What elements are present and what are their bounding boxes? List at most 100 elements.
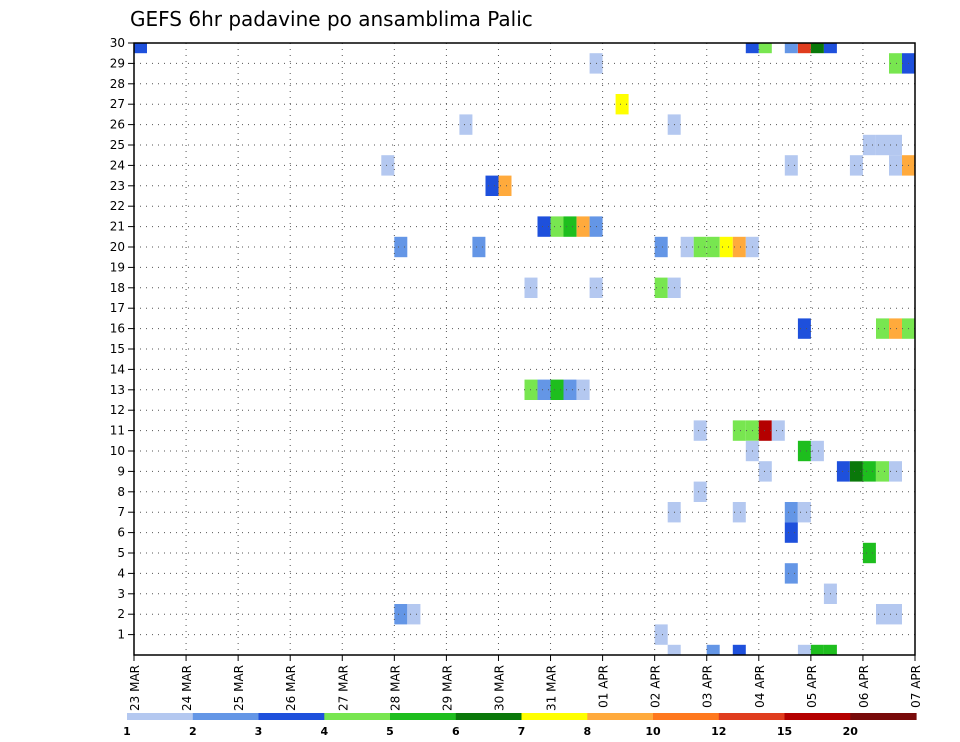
heatmap-cell — [732, 420, 746, 441]
heatmap-cell — [797, 318, 811, 339]
heatmap-cell — [576, 379, 590, 400]
y-tick-label: 23 — [110, 179, 125, 193]
heatmap-cell — [719, 236, 733, 258]
y-tick-label: 14 — [110, 362, 125, 376]
chart-title: GEFS 6hr padavine po ansamblima Palic — [130, 7, 533, 31]
heatmap-cell — [654, 236, 668, 258]
x-tick-label: 27 MAR — [336, 665, 350, 711]
colorbar-swatch — [324, 713, 391, 720]
heatmap-cell — [784, 502, 798, 523]
heatmap-cell — [862, 461, 876, 482]
heatmap-cell — [797, 43, 811, 54]
y-tick-label: 7 — [117, 505, 125, 519]
colorbar-swatch — [127, 713, 194, 720]
colorbar-label: 2 — [189, 725, 197, 738]
y-tick-label: 17 — [110, 301, 125, 315]
y-tick-label: 9 — [117, 464, 125, 478]
y-tick-label: 8 — [117, 485, 125, 499]
y-tick-label: 12 — [110, 403, 125, 417]
y-tick-label: 26 — [110, 118, 125, 132]
heatmap-cells — [134, 43, 915, 655]
heatmap-cell — [784, 155, 798, 176]
heatmap-cell — [537, 216, 551, 237]
heatmap-cell — [134, 43, 147, 54]
colorbar: 1 2 3 4 5 6 7 8 10 12 15 20 — [123, 713, 917, 738]
heatmap-cell — [472, 236, 486, 258]
x-tick-label: 07 APR — [909, 665, 923, 708]
heatmap-cell — [563, 216, 577, 237]
y-tick-label: 5 — [117, 546, 125, 560]
heatmap-cell — [889, 461, 902, 482]
x-tick-label: 01 APR — [597, 665, 611, 708]
heatmap-cell — [732, 236, 746, 258]
heatmap-cell — [693, 236, 707, 258]
x-tick-label: 28 MAR — [388, 665, 402, 711]
y-tick-label: 29 — [110, 56, 125, 70]
colorbar-swatch — [587, 713, 654, 720]
y-tick-label: 30 — [110, 36, 125, 50]
colorbar-label: 12 — [711, 725, 726, 738]
heatmap-cell — [485, 175, 499, 196]
heatmap-cell — [732, 644, 746, 655]
colorbar-label: 4 — [320, 725, 328, 738]
y-tick-label: 28 — [110, 77, 125, 91]
heatmap-cell — [745, 43, 759, 54]
y-tick-label: 21 — [110, 220, 125, 234]
heatmap-cell — [876, 461, 889, 482]
y-tick-label: 10 — [110, 444, 125, 458]
heatmap-cell — [615, 94, 629, 115]
heatmap-cell — [394, 604, 408, 625]
heatmap-cell — [693, 481, 707, 502]
x-tick-label: 26 MAR — [284, 665, 298, 711]
x-tick-label: 23 MAR — [128, 665, 142, 711]
y-tick-label: 27 — [110, 97, 125, 111]
heatmap-cell — [810, 440, 824, 462]
heatmap-cell — [654, 277, 668, 298]
heatmap-cell — [563, 379, 577, 400]
heatmap-cell — [394, 236, 408, 258]
colorbar-swatch — [390, 713, 457, 720]
heatmap-cell — [889, 134, 902, 156]
heatmap-cell — [784, 563, 798, 584]
y-axis: 1234567891011121314151617181920212223242… — [110, 36, 134, 642]
heatmap-cell — [836, 461, 850, 482]
x-tick-label: 25 MAR — [232, 665, 246, 711]
heatmap-cell — [823, 644, 837, 655]
heatmap-cell — [407, 604, 421, 625]
colorbar-swatch — [718, 713, 786, 720]
x-tick-label: 30 MAR — [493, 665, 507, 711]
heatmap-cell — [381, 155, 395, 176]
heatmap-cell — [550, 379, 564, 400]
colorbar-label: 8 — [583, 725, 591, 738]
heatmap-cell — [797, 644, 811, 655]
heatmap-cell — [680, 236, 694, 258]
heatmap-cell — [498, 175, 512, 196]
heatmap-cell — [889, 318, 902, 339]
y-tick-label: 13 — [110, 383, 125, 397]
y-tick-label: 11 — [110, 424, 125, 438]
heatmap-cell — [810, 644, 824, 655]
y-tick-label: 24 — [110, 158, 125, 172]
colorbar-swatch — [784, 713, 851, 720]
heatmap-cell — [889, 604, 902, 625]
heatmap-cell — [784, 43, 798, 54]
heatmap-cell — [550, 216, 564, 237]
grid-lines — [134, 43, 915, 655]
heatmap-cell — [876, 134, 889, 156]
heatmap-cell — [862, 134, 876, 156]
heatmap-cell — [784, 522, 798, 543]
colorbar-label: 7 — [518, 725, 526, 738]
y-tick-label: 18 — [110, 281, 125, 295]
y-tick-label: 22 — [110, 199, 125, 213]
heatmap-cell — [889, 155, 902, 176]
heatmap-cell — [537, 379, 551, 400]
colorbar-label: 20 — [843, 725, 859, 738]
heatmap-cell — [576, 216, 590, 237]
colorbar-label: 5 — [386, 725, 394, 738]
x-tick-label: 29 MAR — [440, 665, 454, 711]
y-tick-label: 25 — [110, 138, 125, 152]
y-tick-label: 6 — [117, 526, 125, 540]
y-tick-label: 16 — [110, 322, 125, 336]
y-tick-label: 4 — [117, 566, 125, 580]
heatmap-cell — [732, 502, 746, 523]
